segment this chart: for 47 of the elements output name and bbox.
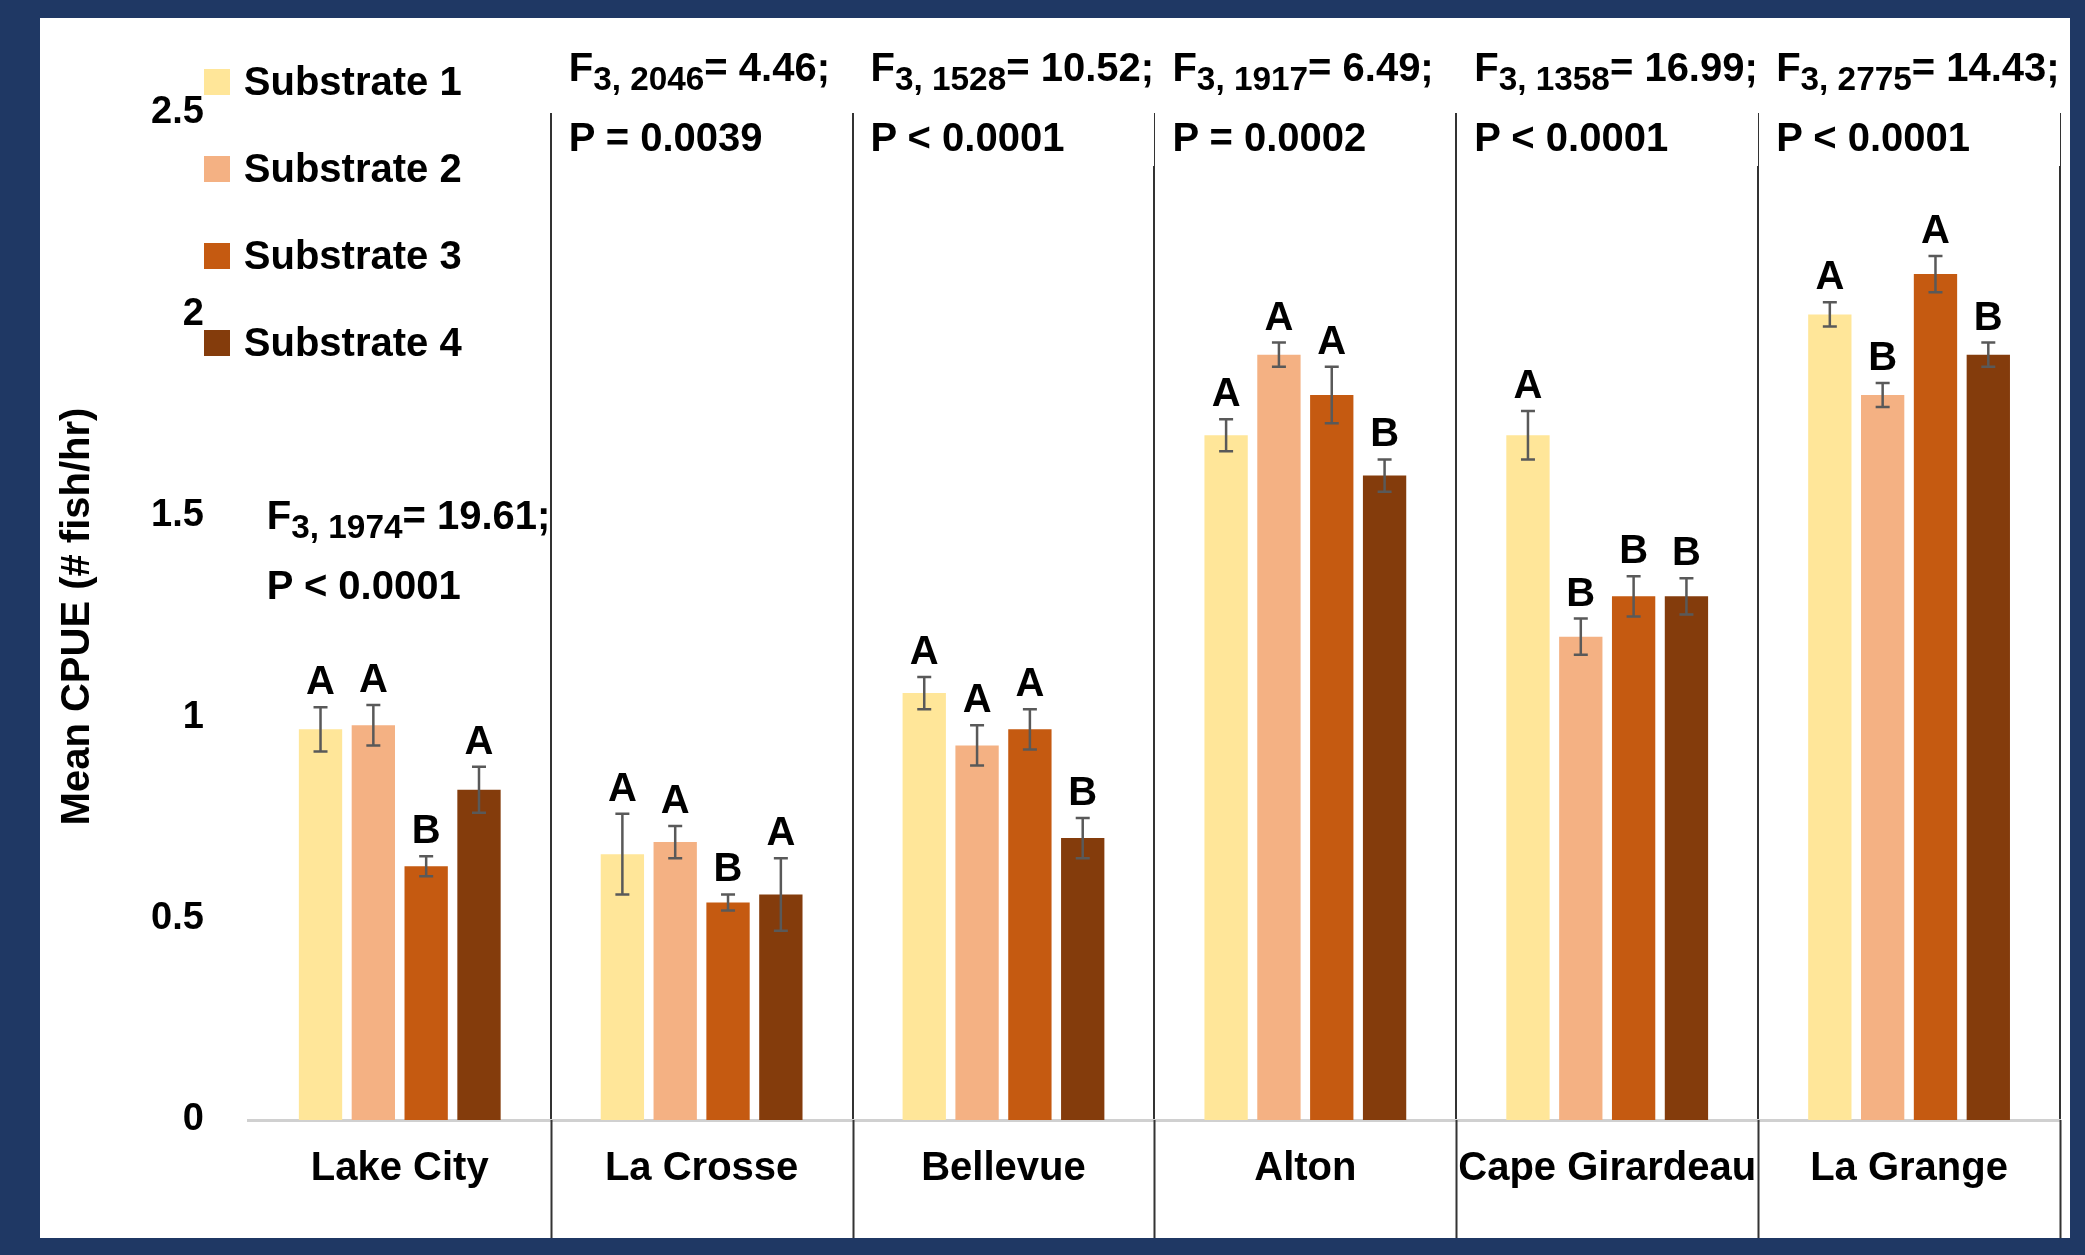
y-tick-label: 0 — [182, 1096, 204, 1139]
data-label: B — [1068, 768, 1098, 813]
data-label: A — [464, 717, 494, 762]
x-tick-label: Cape Girardeau — [1458, 1144, 1757, 1189]
data-label: A — [1921, 207, 1950, 252]
data-label: A — [1317, 317, 1347, 362]
x-tick-label: Lake City — [310, 1144, 490, 1189]
annotation: F$_{3, 1917}$= 6.49; P = 0.0002 — [1172, 38, 1434, 166]
data-label: B — [1619, 527, 1649, 572]
legend-label: Substrate 2 — [243, 145, 462, 192]
data-label: A — [1211, 370, 1241, 415]
data-label: A — [1815, 253, 1845, 298]
annotation: F$_{3, 2775}$= 14.43; P < 0.0001 — [1776, 38, 2060, 166]
data-label: A — [962, 676, 992, 721]
annotation: F$_{3, 1974}$= 19.61; P < 0.0001 — [266, 485, 551, 614]
data-label: B — [1566, 569, 1596, 614]
data-label: A — [607, 764, 637, 809]
data-label: B — [1868, 333, 1898, 378]
data-label: B — [411, 807, 441, 852]
data-label: A — [358, 656, 388, 701]
annotation: F$_{3, 2046}$= 4.46; P = 0.0039 — [568, 38, 830, 166]
y-tick-label: 0.5 — [151, 895, 204, 938]
y-tick-label: 2 — [182, 290, 204, 333]
legend-label: Substrate 3 — [243, 232, 462, 279]
data-label: B — [1672, 529, 1701, 574]
y-tick-label: 1.5 — [151, 492, 204, 535]
x-tick-label: La Grange — [1810, 1144, 2008, 1189]
y-tick-label: 1 — [182, 693, 204, 736]
y-axis-title: Mean CPUE (# fish/hr) — [53, 407, 98, 826]
data-label: A — [766, 809, 796, 854]
x-tick-label: Bellevue — [921, 1144, 1086, 1189]
legend-label: Substrate 4 — [243, 319, 462, 366]
data-label: A — [1264, 293, 1294, 338]
data-label: A — [909, 627, 939, 672]
y-tick-label: 2.5 — [151, 89, 204, 132]
data-label: A — [306, 658, 335, 703]
legend-label: Substrate 1 — [243, 58, 462, 105]
data-label: A — [1513, 362, 1543, 407]
data-label: B — [713, 845, 743, 890]
annotation: F$_{3, 1528}$= 10.52; P < 0.0001 — [870, 38, 1155, 166]
data-label: B — [1973, 293, 2003, 338]
x-tick-label: Alton — [1254, 1144, 1357, 1189]
x-tick-label: La Crosse — [604, 1144, 799, 1189]
data-label: A — [1015, 660, 1045, 705]
data-label: A — [660, 776, 690, 821]
annotation: F$_{3, 1358}$= 16.99; P < 0.0001 — [1474, 38, 1758, 166]
data-label: B — [1370, 410, 1400, 455]
